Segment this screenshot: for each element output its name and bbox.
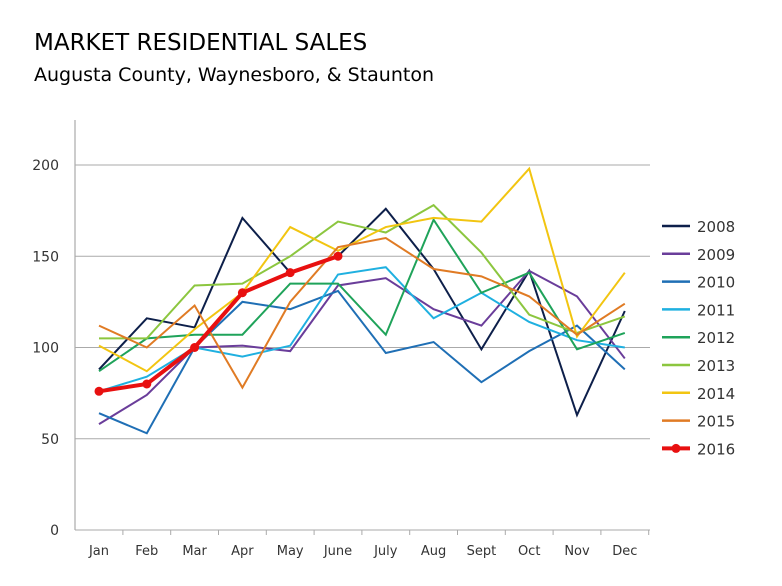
series-line-2014 (98, 166, 626, 373)
series-line-2010 (98, 289, 626, 435)
y-tick-label: 150 (32, 249, 59, 265)
legend-label-2015: 2015 (697, 413, 735, 431)
x-tick-label: Apr (231, 544, 254, 559)
data-point-2016 (94, 386, 104, 396)
legend-label-2010: 2010 (697, 274, 735, 292)
y-tick-label: 100 (32, 341, 59, 357)
legend-label-2014: 2014 (697, 385, 735, 403)
legend-label-2016: 2016 (697, 440, 735, 458)
x-tick-label: Aug (421, 544, 446, 559)
x-tick-label: Sept (467, 544, 497, 559)
y-tick-label: 0 (50, 523, 59, 539)
chart-subtitle: Augusta County, Waynesboro, & Staunton (34, 64, 435, 86)
legend-label-2009: 2009 (697, 246, 735, 264)
legend-label-2011: 2011 (697, 301, 735, 319)
x-tick-label: July (373, 544, 398, 559)
legend-label-2013: 2013 (697, 357, 735, 375)
x-tick-label: Feb (135, 544, 158, 559)
data-point-2016 (190, 343, 200, 352)
series-line-2013 (99, 203, 626, 340)
x-tick-label: Nov (564, 544, 590, 559)
series-line-2015 (98, 236, 626, 390)
data-point-2016 (285, 268, 295, 278)
series-line-2016 (98, 254, 339, 394)
y-tick-label: 200 (32, 158, 59, 174)
y-tick-label: 50 (41, 432, 59, 448)
series-line-2008 (98, 207, 626, 418)
data-point-2016 (142, 379, 152, 389)
x-tick-label: June (323, 544, 352, 559)
legend-marker-2016 (671, 443, 681, 453)
x-tick-label: Dec (612, 544, 637, 559)
x-tick-label: Mar (182, 544, 207, 559)
data-point-2016 (333, 251, 343, 261)
legend-label-2008: 2008 (697, 218, 735, 236)
chart-title: MARKET RESIDENTIAL SALES (34, 30, 368, 56)
x-tick-label: May (277, 544, 304, 559)
data-point-2016 (237, 288, 247, 298)
x-tick-label: Oct (518, 544, 540, 559)
series-line-2011 (98, 266, 625, 393)
x-tick-label: Jan (88, 544, 109, 559)
legend-label-2012: 2012 (697, 329, 735, 347)
